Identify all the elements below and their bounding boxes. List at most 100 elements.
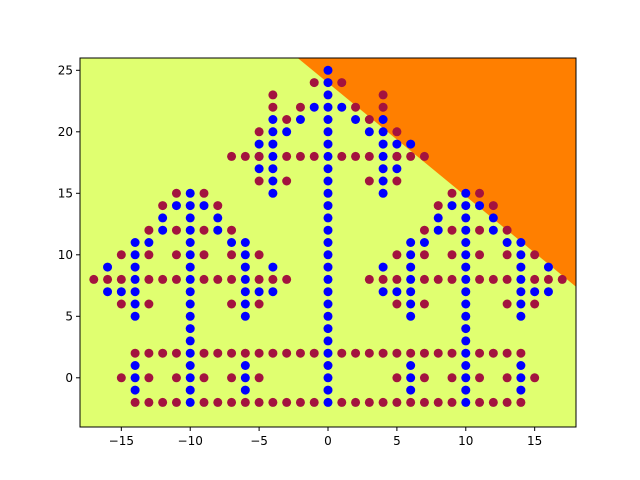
data-point <box>171 250 181 260</box>
data-point <box>337 397 347 407</box>
data-point <box>530 274 540 284</box>
data-point <box>406 299 416 309</box>
data-point <box>282 348 292 358</box>
data-point <box>144 250 154 260</box>
data-point <box>130 348 140 358</box>
data-point <box>364 176 374 186</box>
data-point <box>130 385 140 395</box>
y-tick-label: 15 <box>58 186 73 200</box>
data-point <box>254 274 264 284</box>
data-point <box>392 139 402 149</box>
data-point <box>268 262 278 272</box>
data-point <box>337 348 347 358</box>
data-point <box>199 373 209 383</box>
data-point <box>419 238 429 247</box>
data-point <box>488 274 498 284</box>
data-point <box>171 225 181 235</box>
data-point <box>240 238 250 247</box>
data-point <box>337 151 347 161</box>
data-points <box>89 65 567 407</box>
data-point <box>130 397 140 407</box>
x-tick-label: 0 <box>324 434 332 448</box>
x-tick-label: 15 <box>527 434 542 448</box>
data-point <box>433 348 443 358</box>
data-point <box>419 151 429 161</box>
data-point <box>282 397 292 407</box>
data-point <box>392 164 402 174</box>
data-point <box>447 188 457 198</box>
data-point <box>268 115 278 124</box>
data-point <box>185 287 195 297</box>
data-point <box>254 164 264 174</box>
data-point <box>144 348 154 358</box>
data-point <box>254 176 264 186</box>
data-point <box>461 336 471 346</box>
data-point <box>185 373 195 383</box>
data-point <box>502 397 512 407</box>
data-point <box>351 115 361 124</box>
x-tick-label: −10 <box>178 434 203 448</box>
data-point <box>447 397 457 407</box>
data-point <box>295 151 305 161</box>
data-point <box>103 287 113 297</box>
data-point <box>406 139 416 149</box>
data-point <box>378 348 388 358</box>
data-point <box>378 151 388 161</box>
data-point <box>351 151 361 161</box>
data-point <box>516 274 526 284</box>
data-point <box>461 311 471 321</box>
data-point <box>227 373 237 383</box>
data-point <box>323 78 333 88</box>
data-point <box>488 348 498 358</box>
data-point <box>199 348 209 358</box>
data-point <box>199 225 209 235</box>
data-point <box>185 348 195 358</box>
data-point <box>254 250 264 260</box>
data-point <box>378 188 388 198</box>
data-point <box>130 361 140 370</box>
data-point <box>158 225 168 235</box>
data-point <box>309 397 319 407</box>
data-point <box>516 250 526 260</box>
data-point <box>419 348 429 358</box>
data-point <box>158 201 168 211</box>
y-tick-label: 0 <box>65 371 73 385</box>
x-tick-label: −15 <box>109 434 134 448</box>
data-point <box>227 397 237 407</box>
data-point <box>419 250 429 260</box>
data-point <box>323 250 333 260</box>
data-point <box>364 348 374 358</box>
data-point <box>502 373 512 383</box>
data-point <box>516 287 526 297</box>
data-point <box>158 274 168 284</box>
data-point <box>185 385 195 395</box>
data-point <box>254 397 264 407</box>
data-point <box>419 225 429 235</box>
data-point <box>213 225 223 235</box>
data-point <box>199 274 209 284</box>
x-tick-label: 5 <box>393 434 401 448</box>
data-point <box>406 373 416 383</box>
data-point <box>461 348 471 358</box>
data-point <box>227 238 237 247</box>
data-point <box>516 373 526 383</box>
data-point <box>419 299 429 309</box>
data-point <box>323 299 333 309</box>
data-point <box>130 373 140 383</box>
data-point <box>158 348 168 358</box>
data-point <box>516 361 526 370</box>
data-point <box>392 250 402 260</box>
data-point <box>516 299 526 309</box>
data-point <box>392 176 402 186</box>
data-point <box>185 262 195 272</box>
data-point <box>488 225 498 235</box>
data-point <box>323 361 333 370</box>
data-point <box>406 238 416 247</box>
data-point <box>502 274 512 284</box>
data-point <box>488 201 498 211</box>
data-point <box>392 127 402 137</box>
y-axis: 0 5 10 15 20 25 <box>58 63 80 385</box>
data-point <box>254 127 264 137</box>
data-point <box>433 274 443 284</box>
